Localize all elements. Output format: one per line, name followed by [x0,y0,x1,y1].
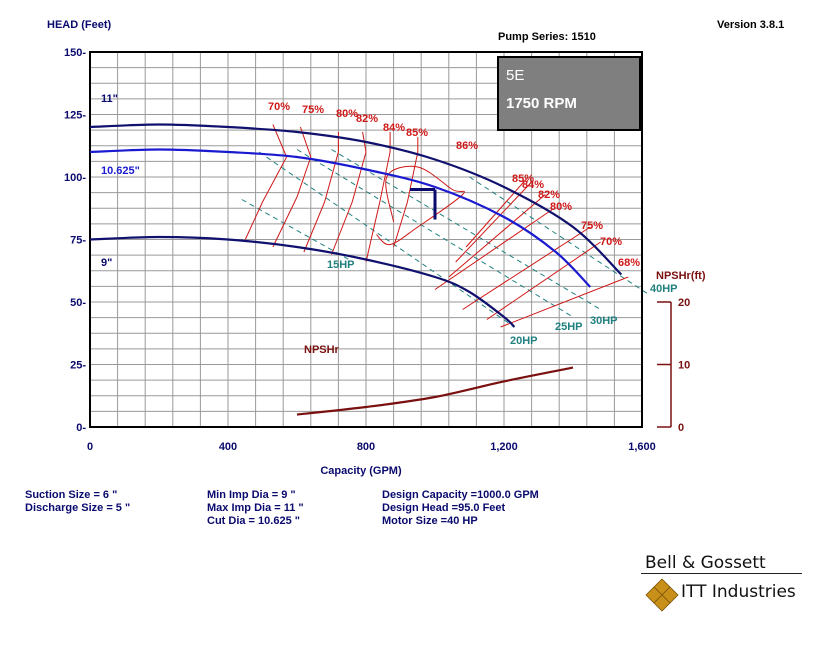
impeller-label: 9" [101,257,112,269]
x-tick-label: 800 [357,441,375,453]
y-tick-label: 25- [70,360,86,372]
y-tick-label: 75- [70,235,86,247]
y-tick-label: 50- [70,297,86,309]
efficiency-label: 86% [456,140,478,152]
hp-label: 40HP [650,283,678,295]
efficiency-curve [448,194,546,278]
version-label: Version 3.8.1 [717,19,785,31]
efficiency-label: 85% [406,127,428,139]
efficiency-label: 82% [538,189,560,201]
efficiency-curve [244,124,288,240]
efficiency-curve [434,209,553,290]
efficiency-curve [465,176,529,248]
npsh-axis-title: NPSHr(ft) [656,270,706,282]
suction-size: Suction Size = 6 " [25,489,118,501]
npsh-tick-label: 0 [678,422,684,434]
brand-divider [641,573,802,574]
efficiency-label: 85% [512,173,534,185]
efficiency-curve [486,241,601,320]
npsh-tick-label: 20 [678,297,690,309]
efficiency-label: 75% [581,220,603,232]
speed-label: 1750 RPM [506,95,577,112]
hp-label: 20HP [510,335,538,347]
model-label: 5E [506,67,524,84]
head-axis-title: HEAD (Feet) [47,19,112,31]
hp-line [258,151,515,328]
hp-line [331,149,601,310]
pump-series-label: Pump Series: 1510 [498,31,596,43]
motor-size: Motor Size =40 HP [382,515,478,527]
min-imp-dia: Min Imp Dia = 9 " [207,489,296,501]
max-imp-dia: Max Imp Dia = 11 " [207,502,304,514]
y-tick-label: 125- [64,110,86,122]
efficiency-curve [393,137,419,248]
x-tick-label: 400 [219,441,237,453]
efficiency-label: 70% [268,101,290,113]
x-tick-label: 0 [87,441,93,453]
efficiency-curve [331,131,367,255]
info-sizes: Suction Size = 6 " Discharge Size = 5 " [25,489,130,515]
impeller-curve [89,148,592,288]
efficiency-label: 84% [522,179,544,191]
hp-label: 30HP [590,315,618,327]
discharge-size: Discharge Size = 5 " [25,502,131,514]
x-axis-title: Capacity (GPM) [320,465,402,477]
efficiency-curve [272,126,312,248]
efficiency-curve [500,276,629,328]
efficiency-label: 68% [618,257,640,269]
efficiency-curve [365,132,391,263]
npshr-label: NPSHr [304,344,340,356]
impeller-curve [89,123,623,276]
efficiency-label: 84% [383,122,405,134]
impeller-label: 10.625" [101,165,140,177]
info-impeller: Min Imp Dia = 9 " Max Imp Dia = 11 " Cut… [207,489,304,528]
brand-name: Bell & Gossett [645,553,766,573]
efficiency-label: 70% [600,236,622,248]
hp-label: 15HP [327,259,355,271]
npshr-curve [296,366,574,416]
npsh-tick-label: 10 [678,360,690,372]
y-tick-label: 150- [64,47,86,59]
cut-dia: Cut Dia = 10.625 " [207,515,300,527]
brand-company: ITT Industries [681,582,796,602]
y-tick-label: 100- [64,172,86,184]
x-tick-label: 1,600 [628,441,656,453]
x-tick-label: 1,200 [490,441,518,453]
design-capacity: Design Capacity =1000.0 GPM [382,489,539,501]
efficiency-curve [462,226,591,310]
impeller-curve [89,235,516,328]
efficiency-curve [303,132,339,253]
info-design: Design Capacity =1000.0 GPM Design Head … [382,489,539,528]
itt-logo-icon [645,578,679,612]
efficiency-label: 75% [302,104,324,116]
design-head: Design Head =95.0 Feet [382,502,506,514]
efficiency-label: 80% [550,201,572,213]
hp-line [241,199,350,260]
efficiency-label: 80% [336,108,358,120]
model-box [497,56,641,131]
efficiency-curve [376,165,465,246]
hp-label: 25HP [555,321,583,333]
impeller-label: 11" [101,93,118,105]
y-tick-label: 0- [76,422,86,434]
efficiency-label: 82% [356,113,378,125]
